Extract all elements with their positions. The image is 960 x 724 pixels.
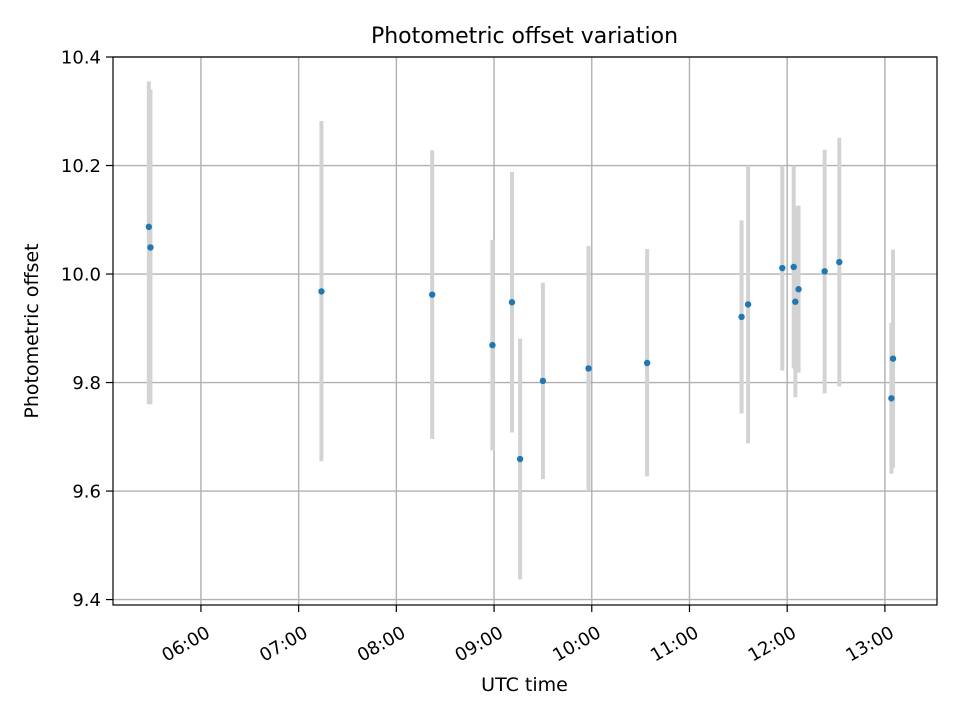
data-point <box>889 355 897 362</box>
data-point <box>821 268 828 275</box>
data-point <box>318 288 325 295</box>
y-tick-label: 9.6 <box>72 482 101 503</box>
data-point <box>836 258 843 266</box>
y-tick-label: 10.0 <box>61 265 101 286</box>
data-point <box>516 455 524 463</box>
data-point <box>790 263 797 271</box>
data-points <box>145 223 897 463</box>
data-point <box>795 286 802 293</box>
data-point <box>738 313 745 321</box>
data-point <box>508 299 516 306</box>
x-axis-label: UTC time <box>481 674 568 696</box>
y-tick-label: 10.2 <box>61 156 101 177</box>
data-point <box>489 341 496 349</box>
y-tick-label: 9.4 <box>72 590 101 611</box>
y-tick-label: 10.4 <box>61 48 101 69</box>
data-point <box>539 377 547 385</box>
data-point <box>643 359 651 367</box>
plot-frame <box>112 56 938 606</box>
data-point <box>792 298 799 305</box>
data-point <box>145 223 153 231</box>
data-point <box>147 244 154 251</box>
data-point <box>744 301 752 308</box>
data-point <box>779 264 786 272</box>
data-point <box>888 395 895 402</box>
y-axis-label: Photometric offset <box>21 243 43 418</box>
y-tick-label: 9.8 <box>72 373 101 394</box>
chart-title: Photometric offset variation <box>371 24 678 49</box>
data-point <box>428 291 436 298</box>
data-point <box>585 365 592 372</box>
